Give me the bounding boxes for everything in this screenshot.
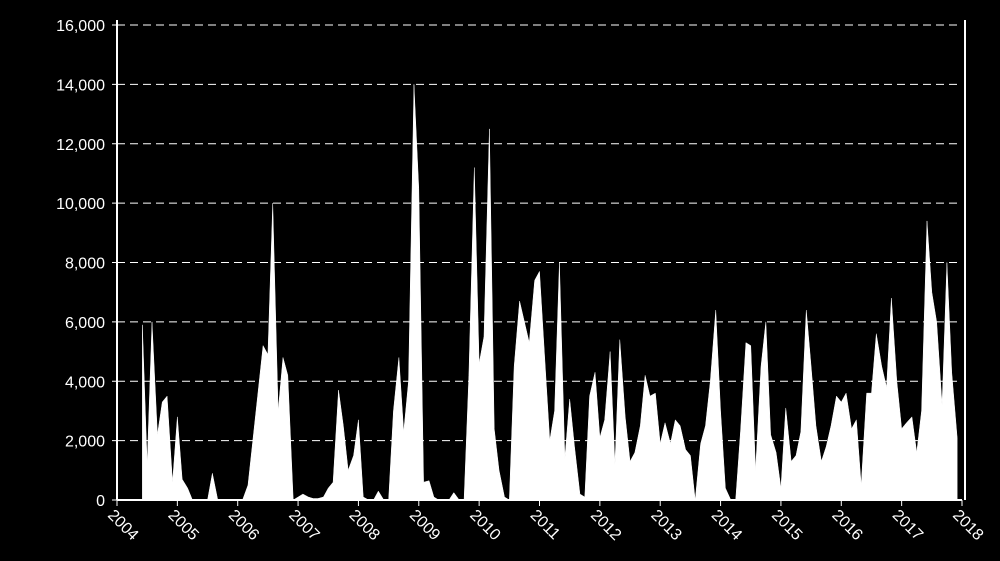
x-tick-label: 2018	[949, 507, 986, 544]
x-tick-label: 2011	[527, 507, 563, 543]
x-tick-label: 2012	[587, 507, 624, 544]
x-tick-label: 2015	[768, 507, 805, 544]
x-tick-label: 2016	[828, 507, 865, 544]
y-tick-label: 16,000	[56, 18, 105, 35]
y-tick-label: 4,000	[65, 374, 105, 391]
x-tick-label: 2014	[708, 507, 745, 544]
y-tick-label: 6,000	[65, 315, 105, 332]
x-tick-label: 2006	[225, 507, 262, 544]
y-tick-label: 8,000	[65, 256, 105, 273]
x-tick-label: 2013	[647, 507, 684, 544]
x-tick-label: 2010	[466, 507, 503, 544]
y-tick-label: 10,000	[56, 196, 105, 213]
x-tick-label: 2007	[285, 507, 322, 544]
area	[142, 84, 958, 501]
y-tick-label: 0	[96, 493, 105, 510]
y-tick-label: 14,000	[56, 77, 105, 94]
y-tick-label: 2,000	[65, 434, 105, 451]
x-tick-label: 2017	[889, 507, 926, 544]
x-tick-label: 2009	[406, 507, 443, 544]
x-tick-label: 2008	[346, 507, 383, 544]
x-tick-label: 2004	[104, 507, 141, 544]
x-tick-label: 2005	[165, 507, 202, 544]
y-tick-label: 12,000	[56, 137, 105, 154]
